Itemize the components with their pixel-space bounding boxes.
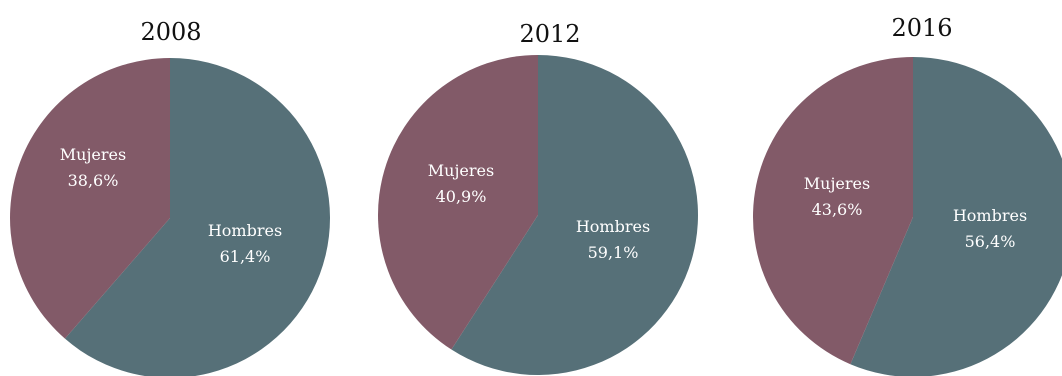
slice-value-mujeres-2012: 40,9%	[436, 187, 487, 206]
slice-label-hombres-2008: Hombres	[208, 221, 282, 240]
slice-label-hombres-2016: Hombres	[953, 206, 1027, 225]
slice-value-mujeres-2016: 43,6%	[812, 200, 863, 219]
slice-value-mujeres-2008: 38,6%	[68, 171, 119, 190]
slice-label-mujeres-2008: Mujeres	[60, 145, 126, 164]
pie-slice-hombres-2012	[451, 54, 699, 376]
slice-value-hombres-2016: 56,4%	[965, 232, 1016, 251]
pie-slice-hombres-2008	[64, 58, 331, 376]
slice-label-mujeres-2016: Mujeres	[804, 174, 870, 193]
pie-chart-2008: 2008 Hombres 61,4% Mujeres 38,6%	[10, 18, 331, 376]
pie-slice-mujeres-2016	[752, 56, 913, 365]
slice-label-hombres-2012: Hombres	[576, 217, 650, 236]
pie-chart-2012: 2012 Hombres 59,1% Mujeres 40,9%	[378, 20, 699, 376]
slice-label-mujeres-2012: Mujeres	[428, 161, 494, 180]
chart-title-2016: 2016	[891, 14, 952, 42]
chart-title-2012: 2012	[519, 20, 580, 48]
pie-slice-mujeres-2012	[378, 55, 538, 350]
pie-chart-2016: 2016 Hombres 56,4% Mujeres 43,6%	[752, 14, 1062, 376]
slice-value-hombres-2012: 59,1%	[588, 243, 639, 262]
pie-slice-hombres-2016	[850, 57, 1062, 376]
slice-value-hombres-2008: 61,4%	[220, 247, 271, 266]
pie-slice-mujeres-2008	[10, 58, 171, 339]
chart-title-2008: 2008	[140, 18, 201, 46]
